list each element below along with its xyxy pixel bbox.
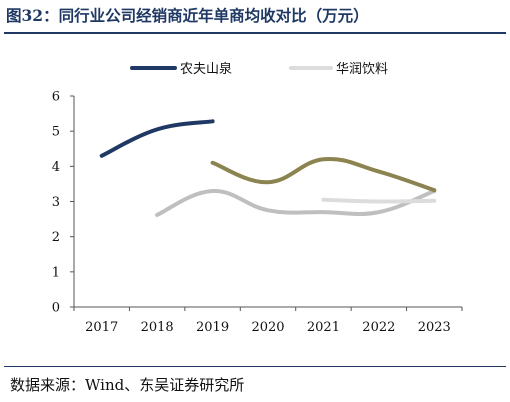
x-tick-label: 2021 xyxy=(307,320,340,335)
series-line-0 xyxy=(99,119,215,158)
x-tick-label: 2017 xyxy=(85,320,118,335)
title-divider xyxy=(4,32,506,34)
series-line-2 xyxy=(210,156,437,193)
x-tick-label: 2018 xyxy=(141,320,174,335)
chart-title: 图32：同行业公司经销商近年单商均收对比（万元） xyxy=(6,6,369,25)
line-chart: 0 1 2 3 4 5 6 2017 2018 2019 2020 2021 2022 2023 农夫山泉 华… xyxy=(52,61,463,335)
y-tick-label: 6 xyxy=(52,90,60,105)
y-tick-label: 4 xyxy=(52,160,60,175)
legend-label-1: 华润饮料 xyxy=(336,62,388,77)
x-tick-label: 2020 xyxy=(251,320,284,335)
x-tick-label: 2019 xyxy=(196,320,229,335)
series-line-3 xyxy=(155,188,437,217)
legend-label-0: 农夫山泉 xyxy=(180,61,232,77)
y-tick-label: 0 xyxy=(52,301,60,316)
x-tick-label: 2022 xyxy=(362,320,395,335)
y-tick-label: 5 xyxy=(52,125,60,140)
series-line-1 xyxy=(321,197,437,204)
footer-divider xyxy=(4,366,506,367)
y-tick-label: 1 xyxy=(52,265,60,280)
source-note: 数据来源：Wind、东吴证券研究所 xyxy=(10,376,245,394)
y-tick-label: 2 xyxy=(52,230,60,245)
y-tick-label: 3 xyxy=(52,195,60,210)
x-tick-label: 2023 xyxy=(418,320,451,335)
